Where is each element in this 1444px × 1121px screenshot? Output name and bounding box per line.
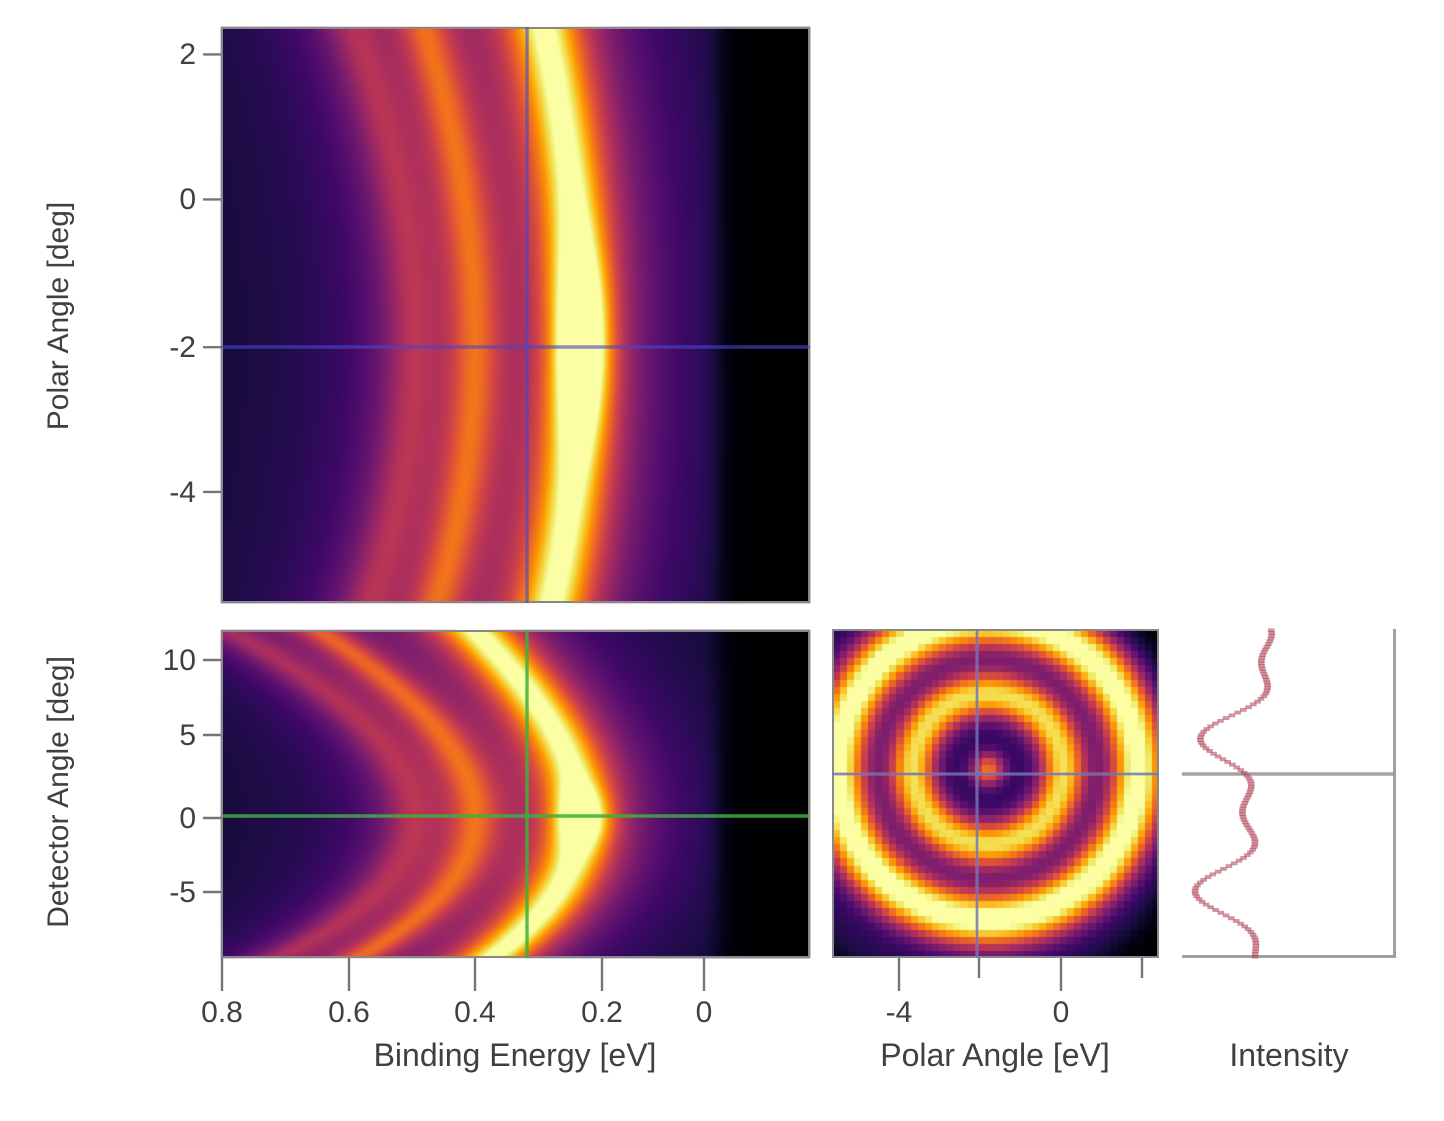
svg-text:Polar Angle [eV]: Polar Angle [eV] [880, 1037, 1109, 1073]
svg-text:Binding Energy [eV]: Binding Energy [eV] [374, 1037, 657, 1073]
svg-text:Detector Angle [deg]: Detector Angle [deg] [42, 656, 75, 928]
svg-text:10: 10 [163, 644, 196, 677]
svg-text:-2: -2 [169, 331, 196, 364]
svg-text:Intensity: Intensity [1229, 1037, 1348, 1073]
svg-text:0.8: 0.8 [201, 996, 243, 1029]
svg-text:-4: -4 [886, 996, 913, 1029]
svg-text:0: 0 [1053, 996, 1070, 1029]
svg-text:0: 0 [179, 183, 196, 216]
svg-text:0: 0 [179, 802, 196, 835]
svg-text:0: 0 [696, 996, 713, 1029]
svg-text:0.6: 0.6 [328, 996, 370, 1029]
svg-text:0.4: 0.4 [454, 996, 496, 1029]
svg-text:Polar Angle [deg]: Polar Angle [deg] [42, 202, 75, 431]
svg-text:-4: -4 [169, 476, 196, 509]
svg-text:5: 5 [179, 719, 196, 752]
svg-text:2: 2 [179, 38, 196, 71]
svg-text:0.2: 0.2 [581, 996, 623, 1029]
svg-text:-5: -5 [169, 876, 196, 909]
